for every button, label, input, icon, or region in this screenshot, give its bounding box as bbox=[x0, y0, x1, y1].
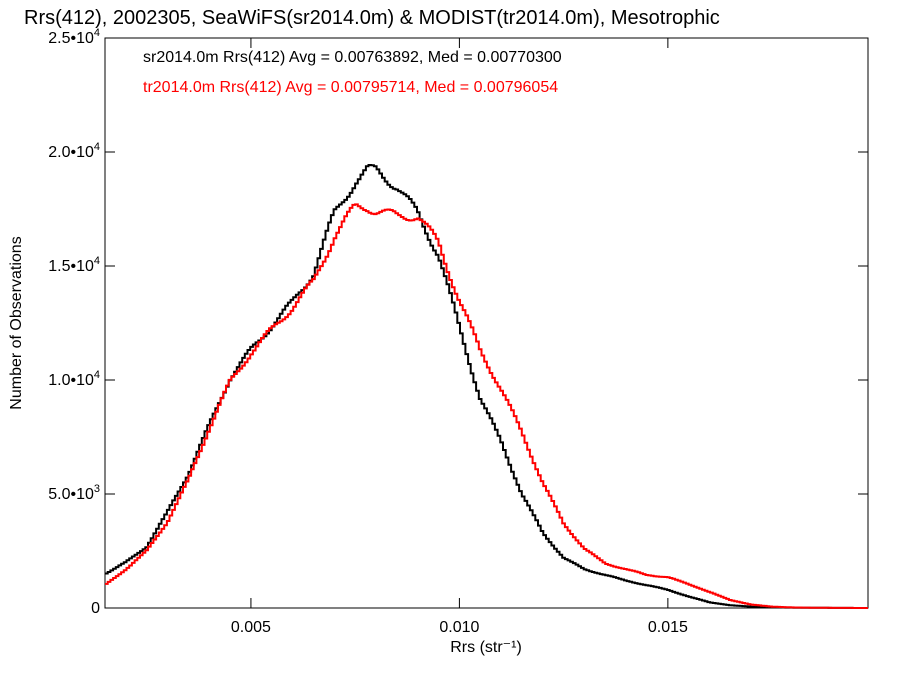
chart-title: Rrs(412), 2002305, SeaWiFS(sr2014.0m) & … bbox=[24, 7, 720, 29]
x-axis-label: Rrs (str⁻¹) bbox=[450, 639, 522, 656]
x-axis: 0.005 0.010 0.015 bbox=[231, 38, 688, 636]
y-tick-mantissa: 2.5•10 bbox=[48, 30, 94, 47]
legend-entry-sr2014: sr2014.0m Rrs(412) Avg = 0.00763892, Med… bbox=[143, 49, 562, 66]
y-tick-label: 0 bbox=[91, 600, 100, 617]
y-tick-mantissa: 0 bbox=[91, 600, 100, 617]
y-tick-mantissa: 2.0•10 bbox=[48, 144, 94, 161]
y-tick-exponent: 4 bbox=[94, 27, 100, 39]
legend-entry-tr2014: tr2014.0m Rrs(412) Avg = 0.00795714, Med… bbox=[143, 79, 558, 96]
y-tick-label: 1.0•104 bbox=[48, 369, 100, 389]
y-tick-exponent: 3 bbox=[94, 483, 100, 495]
y-tick-label: 2.5•104 bbox=[48, 27, 100, 47]
x-tick-label: 0.015 bbox=[648, 619, 688, 636]
y-tick-mantissa: 1.5•10 bbox=[48, 258, 94, 275]
y-tick-exponent: 4 bbox=[94, 141, 100, 153]
series-line-tr2014.0m bbox=[105, 203, 868, 609]
y-tick-label: 1.5•104 bbox=[48, 255, 100, 275]
series-line-sr2014.0m bbox=[105, 164, 868, 609]
series-layer bbox=[105, 164, 868, 609]
x-tick-label: 0.005 bbox=[231, 619, 271, 636]
y-tick-mantissa: 1.0•10 bbox=[48, 372, 94, 389]
y-tick-label: 2.0•104 bbox=[48, 141, 100, 161]
y-tick-mantissa: 5.0•10 bbox=[48, 486, 94, 503]
y-tick-label: 5.0•103 bbox=[48, 483, 100, 503]
x-tick-label: 0.010 bbox=[439, 619, 479, 636]
y-axis-label: Number of Observations bbox=[8, 236, 25, 409]
y-tick-exponent: 4 bbox=[94, 369, 100, 381]
y-tick-exponent: 4 bbox=[94, 255, 100, 267]
plot-frame bbox=[104, 37, 869, 609]
